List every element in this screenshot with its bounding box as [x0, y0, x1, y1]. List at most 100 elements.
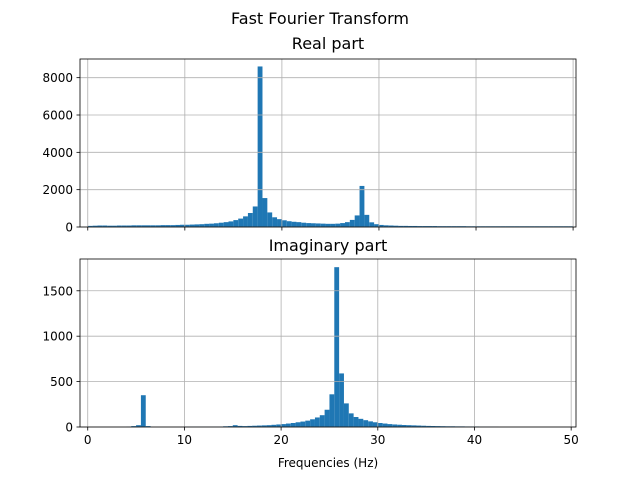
real-bar	[233, 220, 239, 227]
real-y-tick-label: 0	[65, 221, 73, 235]
imag-bar	[131, 426, 137, 427]
imag-bar	[372, 422, 378, 427]
imag-bar	[237, 425, 243, 427]
real-bar	[311, 223, 316, 227]
real-bar	[354, 215, 360, 227]
imag-bar	[145, 426, 151, 427]
imag-x-tick-label: 50	[564, 433, 579, 447]
imag-bar	[140, 395, 146, 427]
real-bar	[92, 225, 98, 227]
real-bar	[442, 226, 447, 227]
imag-bar	[382, 423, 388, 427]
imag-bar	[440, 426, 446, 427]
imag-bar	[281, 424, 286, 427]
imag-axes-frame	[79, 258, 577, 428]
real-bar	[340, 223, 345, 227]
imag-bar	[305, 420, 311, 427]
real-bar	[175, 224, 180, 227]
real-bar	[403, 225, 409, 227]
real-bar	[383, 225, 389, 227]
imag-panel-title: Imaginary part	[269, 236, 388, 255]
real-bar	[306, 223, 312, 227]
imag-bar	[232, 425, 238, 427]
imag-bar	[334, 267, 340, 427]
real-bar	[364, 214, 370, 227]
imag-bar	[242, 426, 248, 427]
real-bar	[223, 222, 229, 227]
real-bar	[320, 223, 326, 227]
imag-x-axis-label: Frequencies (Hz)	[278, 456, 378, 470]
real-bar	[398, 225, 404, 227]
imag-x-tick-label: 20	[273, 433, 288, 447]
real-bar	[116, 225, 122, 227]
real-bar	[427, 226, 433, 227]
figure-suptitle: Fast Fourier Transform	[231, 9, 409, 28]
imag-bar	[319, 415, 325, 427]
real-bar	[378, 224, 384, 227]
real-bar	[107, 225, 113, 227]
real-bar	[335, 223, 341, 227]
real-y-tick-label: 4000	[42, 146, 73, 160]
imag-bar	[392, 424, 398, 427]
real-y-tick-label: 2000	[42, 183, 73, 197]
imag-bar	[368, 421, 373, 427]
real-bar	[126, 225, 132, 227]
real-axes-frame	[79, 58, 577, 228]
real-bar	[189, 224, 195, 227]
real-bar	[121, 225, 127, 227]
imag-bar	[353, 417, 359, 427]
real-bar	[87, 225, 93, 227]
imag-bar	[348, 413, 354, 427]
real-y-tick-label: 8000	[42, 71, 73, 85]
real-y-tick-label: 6000	[42, 109, 73, 123]
real-bar	[146, 225, 151, 227]
real-bar	[412, 225, 418, 227]
imag-bar	[300, 421, 306, 427]
imag-bar	[411, 425, 417, 427]
real-bar	[247, 213, 253, 227]
imag-bar	[406, 425, 412, 427]
real-bar	[359, 185, 365, 227]
real-bar	[344, 222, 350, 227]
imag-bar	[290, 423, 296, 427]
real-bar	[228, 221, 234, 227]
imag-bar	[377, 423, 383, 427]
real-bar	[131, 225, 137, 227]
real-bar	[369, 222, 375, 227]
imag-bar	[247, 425, 253, 427]
imag-bar	[266, 425, 272, 427]
real-bar	[301, 222, 307, 227]
imag-bar	[276, 424, 282, 427]
real-bar	[184, 224, 190, 227]
real-bar	[281, 220, 287, 227]
real-bar	[160, 225, 166, 227]
real-plot-area	[80, 59, 576, 227]
imag-plot-area	[80, 259, 576, 427]
imag-bar	[227, 426, 233, 427]
real-bar	[179, 224, 185, 227]
imag-bar	[363, 420, 369, 427]
real-bar	[194, 224, 200, 227]
real-bar	[277, 219, 282, 227]
imag-bar	[136, 425, 141, 427]
real-bar	[417, 226, 423, 227]
real-bar	[388, 225, 394, 227]
imag-x-tick-label: 10	[177, 433, 192, 447]
imag-bar	[397, 424, 402, 427]
imag-y-tick-label: 500	[50, 375, 73, 389]
real-bar	[422, 226, 428, 227]
real-bar	[325, 223, 331, 227]
real-bar	[291, 221, 297, 227]
imag-bar	[430, 426, 436, 427]
real-bar	[408, 225, 413, 227]
imag-bar	[256, 425, 262, 427]
real-bar	[315, 223, 321, 227]
real-bar	[437, 226, 443, 227]
real-bar	[446, 226, 452, 227]
imag-bar	[252, 425, 257, 427]
real-bar	[349, 219, 355, 227]
imag-y-tick-label: 1500	[42, 284, 73, 298]
imag-bar	[285, 423, 291, 427]
real-bar	[432, 226, 438, 227]
